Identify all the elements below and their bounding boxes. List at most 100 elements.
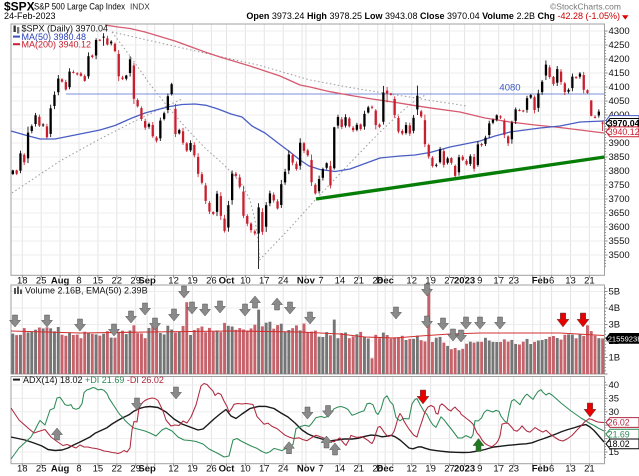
svg-text:12: 12 xyxy=(406,275,417,286)
svg-text:9: 9 xyxy=(477,275,482,286)
svg-text:22: 22 xyxy=(112,463,123,474)
svg-text:4250: 4250 xyxy=(609,40,630,51)
svg-text:6: 6 xyxy=(549,275,554,286)
svg-text:3800: 3800 xyxy=(609,166,630,177)
svg-text:3850: 3850 xyxy=(609,152,630,163)
svg-text:28: 28 xyxy=(372,275,383,286)
svg-text:3550: 3550 xyxy=(609,236,630,247)
svg-text:4B: 4B xyxy=(609,303,621,314)
svg-text:3500: 3500 xyxy=(609,250,630,261)
svg-text:19: 19 xyxy=(425,275,436,286)
svg-text:23: 23 xyxy=(509,463,520,474)
svg-text:Dec: Dec xyxy=(376,275,393,286)
svg-text:4050: 4050 xyxy=(609,96,630,107)
svg-text:26: 26 xyxy=(206,463,217,474)
svg-text:Dec: Dec xyxy=(376,463,393,474)
svg-text:18: 18 xyxy=(17,275,28,286)
svg-text:17: 17 xyxy=(493,275,504,286)
svg-text:4080: 4080 xyxy=(499,83,520,94)
svg-text:13: 13 xyxy=(565,463,576,474)
svg-text:12: 12 xyxy=(168,275,179,286)
svg-text:13: 13 xyxy=(565,275,576,286)
svg-text:18.02: 18.02 xyxy=(608,439,630,449)
svg-text:14: 14 xyxy=(335,275,346,286)
svg-text:15: 15 xyxy=(93,275,104,286)
svg-text:9: 9 xyxy=(477,463,482,474)
svg-text:Nov: Nov xyxy=(297,463,316,474)
svg-text:S&P 500 Large Cap Index: S&P 500 Large Cap Index xyxy=(34,2,126,12)
svg-text:19: 19 xyxy=(187,275,198,286)
svg-text:23: 23 xyxy=(509,275,520,286)
svg-text:Volume 2.16B, EMA(50) 2.39B: Volume 2.16B, EMA(50) 2.39B xyxy=(25,286,148,296)
svg-text:MA(200) 3940.12: MA(200) 3940.12 xyxy=(22,39,92,49)
svg-text:26: 26 xyxy=(206,275,217,286)
svg-text:4100: 4100 xyxy=(609,82,630,93)
svg-text:15: 15 xyxy=(609,447,620,458)
svg-text:10: 10 xyxy=(240,463,251,474)
svg-text:3600: 3600 xyxy=(609,222,630,233)
svg-text:Feb: Feb xyxy=(532,275,549,286)
svg-text:Oct: Oct xyxy=(219,275,236,286)
svg-text:27: 27 xyxy=(444,275,455,286)
svg-text:40: 40 xyxy=(609,380,620,391)
svg-text:MA(50) 3980.48: MA(50) 3980.48 xyxy=(22,32,87,42)
svg-text:29: 29 xyxy=(130,463,141,474)
svg-text:3750: 3750 xyxy=(609,180,630,191)
svg-text:3B: 3B xyxy=(609,320,621,331)
svg-text:25: 25 xyxy=(36,463,47,474)
svg-text:3970.04: 3970.04 xyxy=(608,119,639,129)
svg-text:17: 17 xyxy=(259,463,270,474)
svg-text:$SPX: $SPX xyxy=(4,0,35,14)
svg-text:12: 12 xyxy=(406,463,417,474)
svg-text:25: 25 xyxy=(36,275,47,286)
svg-text:8: 8 xyxy=(76,275,81,286)
svg-text:8: 8 xyxy=(76,463,81,474)
svg-text:14: 14 xyxy=(335,463,346,474)
svg-text:3940.12: 3940.12 xyxy=(608,127,639,137)
svg-text:10: 10 xyxy=(240,275,251,286)
svg-text:18: 18 xyxy=(17,463,28,474)
svg-text:Sep: Sep xyxy=(138,463,156,474)
svg-text:Oct: Oct xyxy=(219,463,236,474)
svg-text:21: 21 xyxy=(354,275,365,286)
svg-text:©StockCharts.com: ©StockCharts.com xyxy=(550,2,621,12)
svg-text:4300: 4300 xyxy=(609,26,630,37)
svg-text:17: 17 xyxy=(259,275,270,286)
svg-text:22: 22 xyxy=(112,275,123,286)
svg-text:30: 30 xyxy=(609,407,620,418)
svg-text:Nov: Nov xyxy=(297,275,316,286)
svg-text:2155923B: 2155923B xyxy=(608,335,639,344)
svg-text:15: 15 xyxy=(93,463,104,474)
svg-text:6: 6 xyxy=(549,463,554,474)
svg-text:1B: 1B xyxy=(609,353,621,364)
svg-text:Sep: Sep xyxy=(138,275,156,286)
svg-text:7: 7 xyxy=(318,275,323,286)
svg-text:4200: 4200 xyxy=(609,54,630,65)
svg-text:Feb: Feb xyxy=(532,463,549,474)
svg-text:19: 19 xyxy=(425,463,436,474)
svg-text:12: 12 xyxy=(168,463,179,474)
svg-text:3650: 3650 xyxy=(609,208,630,219)
svg-text:29: 29 xyxy=(130,275,141,286)
svg-text:3900: 3900 xyxy=(609,138,630,149)
svg-text:3700: 3700 xyxy=(609,194,630,205)
svg-text:26.02: 26.02 xyxy=(608,418,630,428)
svg-text:35: 35 xyxy=(609,394,620,405)
svg-text:21: 21 xyxy=(584,463,595,474)
svg-text:17: 17 xyxy=(493,463,504,474)
svg-text:19: 19 xyxy=(187,463,198,474)
svg-text:INDX: INDX xyxy=(130,1,150,11)
svg-text:Aug: Aug xyxy=(51,275,70,286)
svg-text:2023: 2023 xyxy=(454,275,475,286)
svg-text:21: 21 xyxy=(354,463,365,474)
svg-text:ADX(14) 18.02 +DI 21.69 -DI 26: ADX(14) 18.02 +DI 21.69 -DI 26.02 xyxy=(23,375,164,385)
svg-text:21.69: 21.69 xyxy=(608,429,630,439)
svg-text:7: 7 xyxy=(318,463,323,474)
svg-text:Open 3973.24 High 3978.25 Low: Open 3973.24 High 3978.25 Low 3943.08 Cl… xyxy=(246,11,620,21)
svg-text:24-Feb-2023: 24-Feb-2023 xyxy=(4,11,56,21)
svg-text:5B: 5B xyxy=(609,287,621,298)
svg-text:$SPX (Daily) 3970.04: $SPX (Daily) 3970.04 xyxy=(22,24,109,34)
svg-text:21: 21 xyxy=(584,275,595,286)
svg-text:Aug: Aug xyxy=(51,463,70,474)
svg-text:4150: 4150 xyxy=(609,68,630,79)
